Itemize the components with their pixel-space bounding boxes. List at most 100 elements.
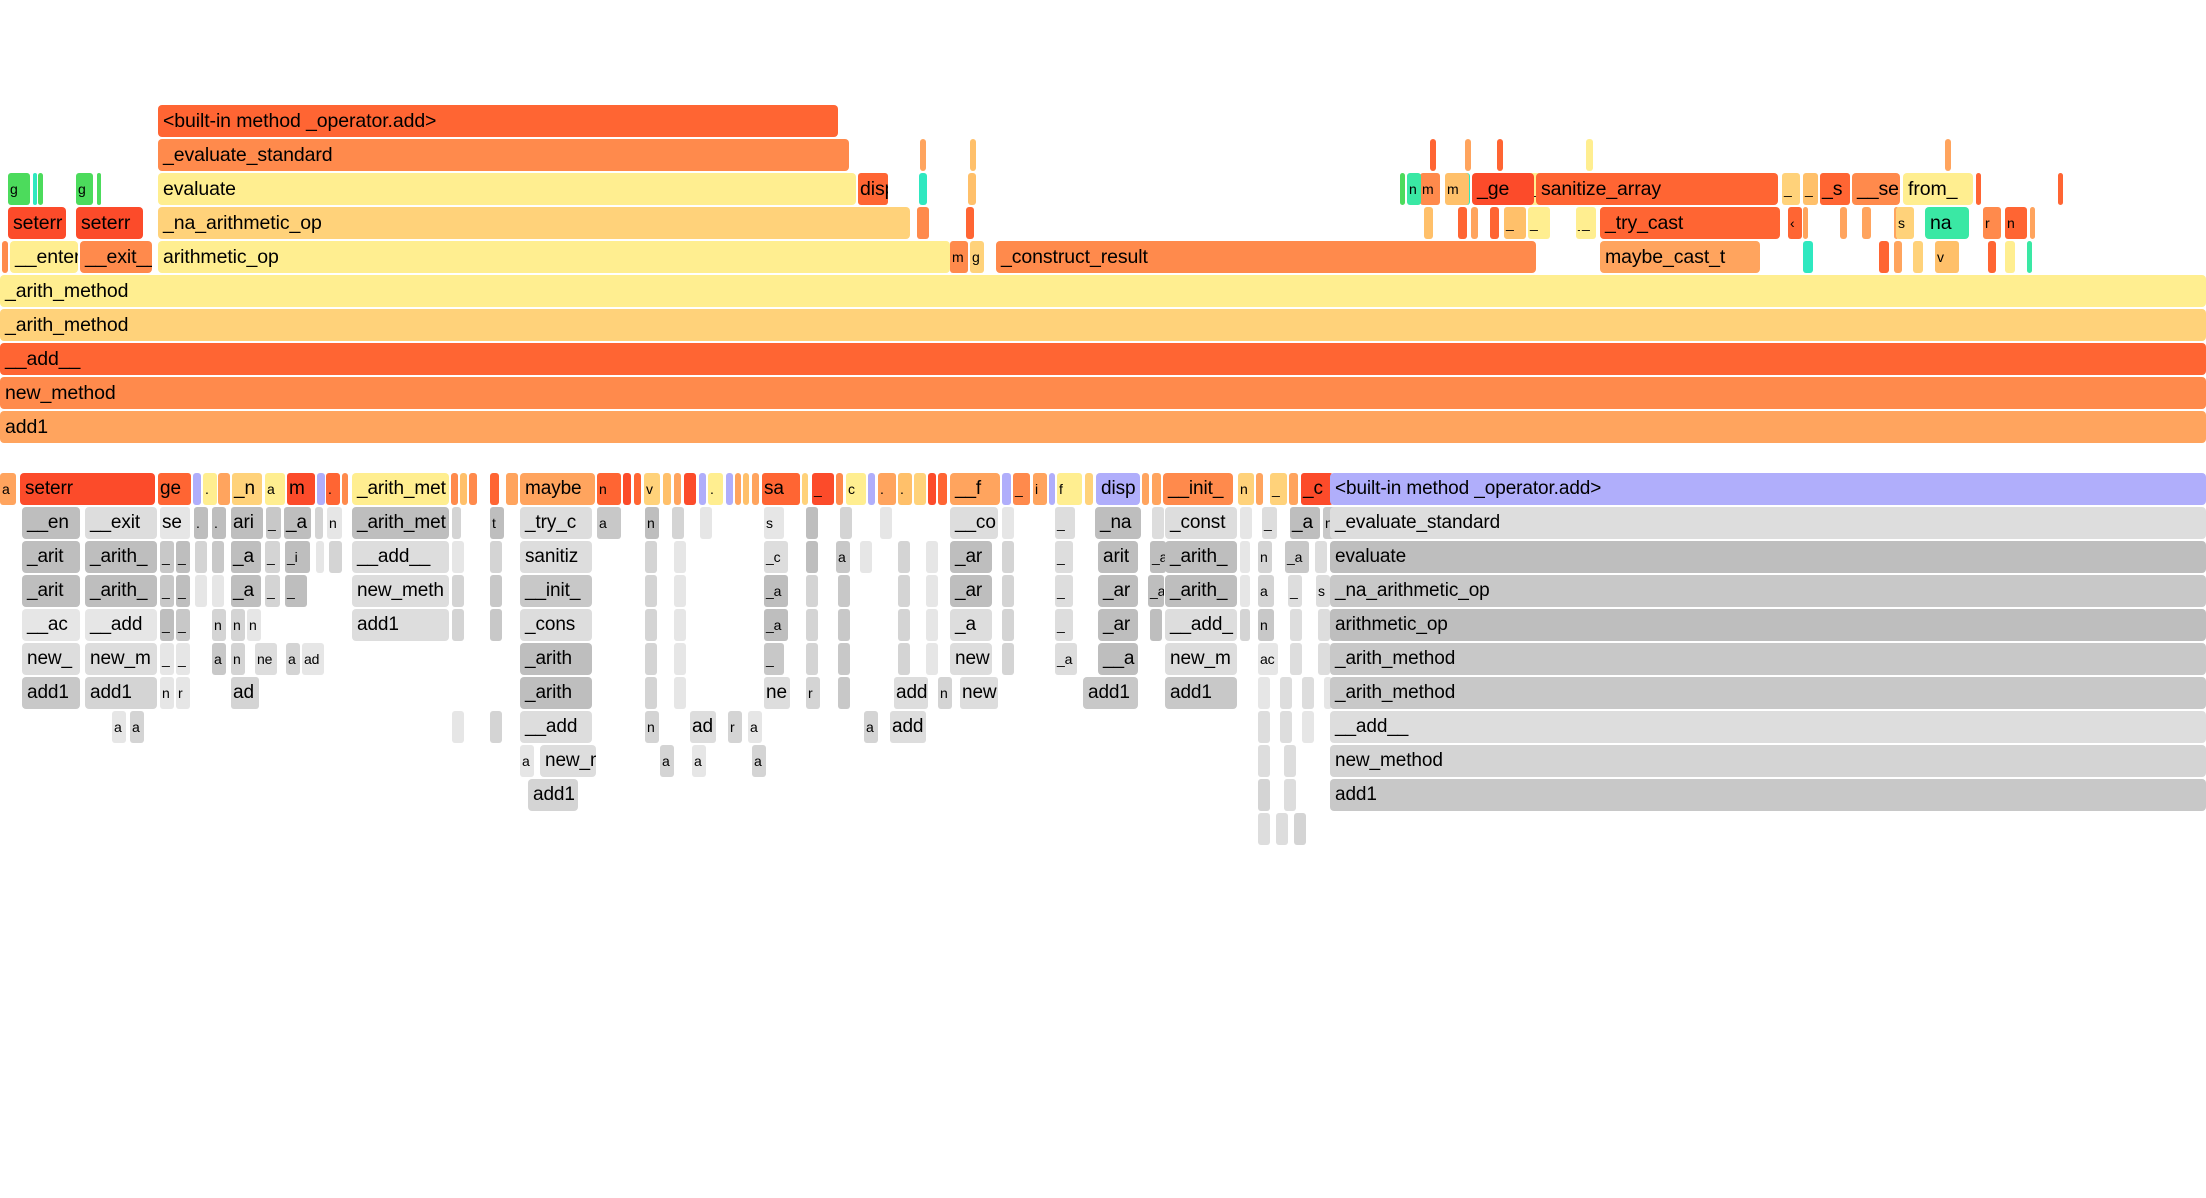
flame-frame[interactable]: <built-in method _operator.add> — [158, 105, 838, 137]
flame-frame[interactable]: add1 — [85, 677, 157, 709]
flame-frame[interactable]: v — [1935, 241, 1959, 273]
flame-frame[interactable]: s — [1896, 207, 1914, 239]
flame-frame[interactable]: sanitize_array — [1536, 173, 1778, 205]
flame-frame[interactable]: __add — [520, 711, 592, 743]
flame-frame[interactable] — [968, 173, 976, 205]
flame-frame[interactable] — [1315, 541, 1327, 573]
flame-frame[interactable]: _arith_ — [1165, 575, 1237, 607]
flame-frame[interactable]: s — [1316, 575, 1330, 607]
flame-frame[interactable] — [1840, 207, 1847, 239]
flame-frame[interactable] — [1290, 643, 1302, 675]
flame-frame[interactable]: n — [597, 473, 621, 505]
flame-frame[interactable]: sanitiz — [520, 541, 592, 573]
flame-frame[interactable] — [1258, 711, 1270, 743]
flame-frame[interactable]: add — [894, 677, 928, 709]
flame-frame[interactable]: _arith_method — [0, 309, 2206, 341]
flame-frame[interactable]: add1 — [1083, 677, 1138, 709]
flame-frame[interactable] — [898, 643, 910, 675]
flame-frame[interactable] — [806, 507, 818, 539]
flame-frame[interactable]: _a — [1055, 643, 1077, 675]
flame-frame[interactable]: _ — [1013, 473, 1030, 505]
flame-frame[interactable] — [1430, 139, 1436, 171]
flame-frame[interactable]: _evaluate_standard — [158, 139, 849, 171]
flame-frame[interactable] — [315, 507, 323, 539]
flame-frame[interactable]: evaluate — [1330, 541, 2206, 573]
flame-frame[interactable] — [699, 473, 706, 505]
flame-frame[interactable]: _arith_met — [352, 473, 449, 505]
flame-frame[interactable] — [700, 507, 712, 539]
flame-frame[interactable]: new — [950, 643, 992, 675]
flame-frame[interactable] — [928, 473, 936, 505]
flame-frame[interactable]: a — [212, 643, 226, 675]
flame-frame[interactable]: s — [764, 507, 784, 539]
flame-frame[interactable] — [645, 609, 657, 641]
flame-frame[interactable]: _a — [764, 609, 788, 641]
flame-frame[interactable] — [917, 207, 929, 239]
flame-frame[interactable]: _i — [285, 541, 310, 573]
flame-frame[interactable] — [743, 473, 749, 505]
flame-frame[interactable]: m — [1445, 173, 1469, 205]
flame-frame[interactable] — [193, 473, 201, 505]
flame-frame[interactable] — [920, 139, 926, 171]
flame-frame[interactable] — [452, 507, 461, 539]
flame-frame[interactable]: g — [8, 173, 30, 205]
flame-frame[interactable]: new_m — [1165, 643, 1237, 675]
flame-frame[interactable]: _n — [232, 473, 262, 505]
flame-frame[interactable] — [623, 473, 631, 505]
flame-frame[interactable] — [2030, 207, 2035, 239]
flame-frame[interactable]: _arit — [22, 541, 80, 573]
flame-frame[interactable]: _a — [231, 541, 261, 573]
flame-frame[interactable] — [1803, 207, 1808, 239]
flame-frame[interactable]: _ — [160, 575, 174, 607]
flame-frame[interactable] — [212, 575, 224, 607]
flame-frame[interactable]: . — [878, 473, 896, 505]
flame-frame[interactable]: . — [708, 473, 723, 505]
flame-frame[interactable]: r — [728, 711, 742, 743]
flame-frame[interactable]: ‹ — [1788, 207, 1802, 239]
flame-frame[interactable]: evaluate — [158, 173, 856, 205]
flame-frame[interactable]: _ — [764, 643, 784, 675]
flame-frame[interactable] — [838, 677, 850, 709]
flame-frame[interactable]: __exit — [85, 507, 157, 539]
flame-frame[interactable] — [926, 541, 938, 573]
flame-frame[interactable] — [674, 677, 686, 709]
flame-frame[interactable] — [2027, 241, 2032, 273]
flame-frame[interactable] — [490, 609, 502, 641]
flame-frame[interactable] — [1258, 745, 1270, 777]
flame-frame[interactable]: a — [836, 541, 850, 573]
flame-frame[interactable]: a — [520, 745, 534, 777]
flame-frame[interactable] — [919, 173, 927, 205]
flame-frame[interactable] — [1400, 173, 1405, 205]
flame-frame[interactable] — [195, 575, 207, 607]
flame-frame[interactable] — [451, 473, 458, 505]
flame-frame[interactable]: _arith_ — [85, 541, 157, 573]
flame-frame[interactable]: __en — [22, 507, 80, 539]
flame-frame[interactable]: se — [160, 507, 190, 539]
flame-frame[interactable]: n — [231, 609, 245, 641]
flame-frame[interactable]: arit — [1098, 541, 1138, 573]
flame-frame[interactable]: v — [644, 473, 660, 505]
flame-frame[interactable] — [663, 473, 671, 505]
flame-frame[interactable] — [97, 173, 101, 205]
flame-frame[interactable]: _a — [950, 609, 992, 641]
flame-frame[interactable]: __exit__ — [80, 241, 152, 273]
flame-frame[interactable] — [1142, 473, 1149, 505]
flame-frame[interactable] — [752, 473, 759, 505]
flame-frame[interactable]: <built-in method _operator.add> — [1330, 473, 2206, 505]
flame-frame[interactable]: g — [970, 241, 984, 273]
flame-frame[interactable]: na — [1925, 207, 1969, 239]
flame-frame[interactable] — [634, 473, 641, 505]
flame-frame[interactable] — [840, 507, 852, 539]
flame-frame[interactable]: a — [660, 745, 674, 777]
flame-frame[interactable] — [38, 173, 43, 205]
flame-frame[interactable]: new_method — [1330, 745, 2206, 777]
flame-frame[interactable] — [806, 609, 818, 641]
flame-frame[interactable]: _cons — [520, 609, 592, 641]
flame-frame[interactable]: _arith — [520, 643, 592, 675]
flame-frame[interactable] — [672, 507, 684, 539]
flame-frame[interactable] — [33, 173, 37, 205]
flame-frame[interactable]: ad — [690, 711, 716, 743]
flame-frame[interactable] — [1289, 473, 1298, 505]
flame-frame[interactable]: a — [864, 711, 878, 743]
flame-frame[interactable] — [1424, 207, 1433, 239]
